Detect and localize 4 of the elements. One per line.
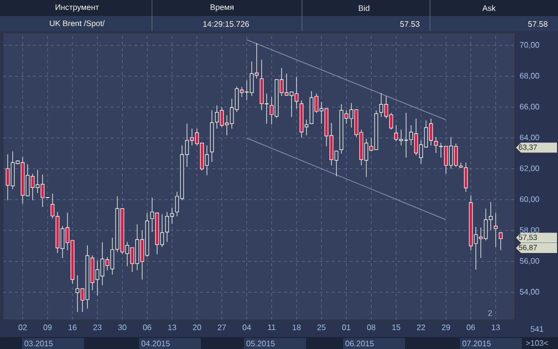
candlestick: [464, 162, 468, 192]
candlestick: [494, 212, 498, 248]
candlestick: [434, 136, 438, 154]
candlestick: [498, 232, 503, 251]
